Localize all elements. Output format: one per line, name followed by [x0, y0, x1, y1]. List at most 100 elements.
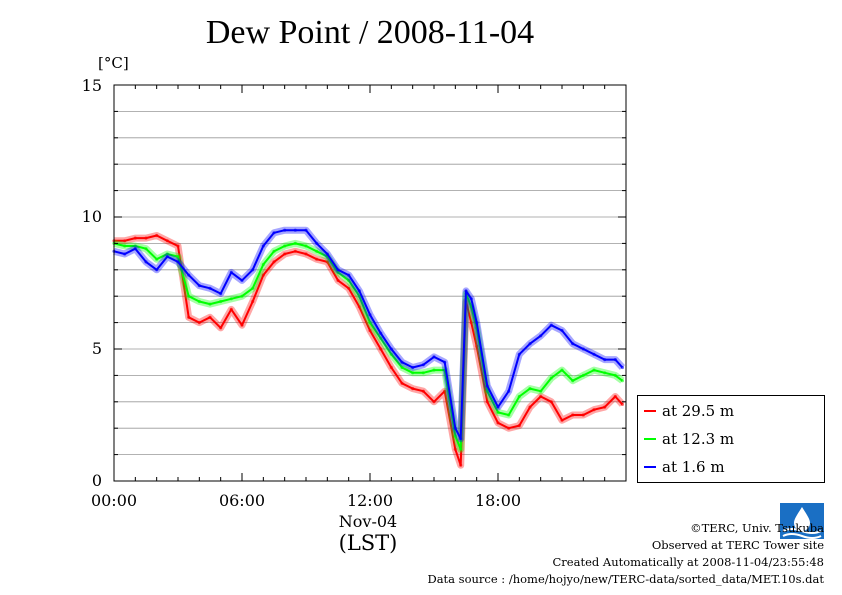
- data-point: [453, 434, 457, 438]
- data-point: [315, 249, 319, 253]
- data-point: [432, 368, 436, 372]
- data-point: [229, 270, 233, 274]
- data-point: [283, 244, 287, 248]
- data-point: [453, 426, 457, 430]
- x-date-label: Nov-04: [338, 512, 398, 531]
- data-point: [133, 244, 137, 248]
- data-point: [549, 323, 553, 327]
- data-point: [197, 321, 201, 325]
- data-point: [240, 294, 244, 298]
- data-point: [620, 402, 625, 406]
- data-point: [123, 244, 127, 248]
- legend-item: at 1.6 m: [644, 457, 725, 477]
- data-point: [208, 302, 212, 306]
- data-point: [261, 244, 265, 248]
- data-point: [336, 268, 340, 272]
- data-point: [528, 342, 532, 346]
- data-point: [475, 344, 479, 348]
- data-point: [293, 228, 297, 232]
- data-point: [144, 260, 148, 264]
- data-point: [251, 268, 255, 272]
- data-point: [571, 342, 575, 346]
- data-point: [123, 252, 127, 256]
- data-point: [517, 352, 521, 356]
- legend-swatch-red: [644, 410, 656, 412]
- data-point: [421, 389, 425, 393]
- data-point: [459, 437, 463, 441]
- data-point: [507, 413, 511, 417]
- data-point: [229, 297, 233, 301]
- legend-label: at 12.3 m: [662, 430, 735, 448]
- data-point: [517, 394, 521, 399]
- data-point: [613, 394, 617, 399]
- data-point: [400, 365, 404, 370]
- data-point: [208, 286, 212, 290]
- x-tick-label: 00:00: [90, 491, 138, 510]
- data-point: [187, 315, 191, 319]
- data-point: [389, 352, 393, 356]
- data-point: [459, 463, 463, 467]
- series-band-2: [113, 226, 626, 443]
- data-point: [197, 284, 201, 288]
- x-tick-label: 18:00: [474, 491, 522, 510]
- legend-label: at 1.6 m: [662, 458, 725, 476]
- data-point: [368, 321, 372, 325]
- data-point: [443, 389, 447, 393]
- site-text: Observed at TERC Tower site: [651, 538, 824, 552]
- data-point: [347, 286, 351, 290]
- copyright-text: ©TERC, Univ. Tsukuba: [690, 521, 824, 535]
- data-point: [261, 273, 265, 277]
- data-point: [283, 252, 287, 256]
- data-point: [620, 365, 625, 370]
- data-point: [155, 268, 159, 272]
- data-point: [581, 373, 585, 377]
- data-point: [229, 307, 233, 311]
- data-point: [469, 297, 473, 301]
- data-point: [144, 247, 148, 251]
- data-point: [459, 447, 463, 451]
- data-point: [293, 241, 297, 245]
- data-point: [560, 418, 564, 422]
- data-point: [496, 410, 500, 414]
- data-point: [336, 278, 340, 282]
- data-point: [411, 371, 415, 375]
- data-point: [549, 400, 553, 404]
- terc-logo-icon: [780, 503, 824, 539]
- data-point: [165, 239, 169, 243]
- data-point: [603, 371, 607, 375]
- source-text: Data source : /home/hojyo/new/TERC-data/…: [427, 572, 824, 586]
- legend-item: at 29.5 m: [644, 401, 734, 421]
- data-point: [325, 252, 329, 256]
- legend-item: at 12.3 m: [644, 429, 734, 449]
- data-point: [133, 247, 137, 251]
- data-point: [357, 289, 361, 293]
- data-point: [421, 371, 425, 375]
- data-point: [539, 334, 543, 338]
- data-point: [400, 360, 404, 364]
- data-point: [613, 358, 617, 362]
- data-point: [368, 313, 372, 317]
- data-point: [283, 228, 287, 232]
- data-point: [272, 249, 276, 253]
- created-text: Created Automatically at 2008-11-04/23:5…: [552, 555, 825, 569]
- legend-swatch-green: [644, 438, 656, 440]
- data-point: [357, 305, 361, 309]
- axis-ticks: [113, 84, 627, 482]
- data-point: [272, 260, 276, 264]
- data-point: [592, 352, 596, 356]
- data-point: [304, 228, 308, 232]
- data-point: [528, 405, 532, 409]
- data-point: [379, 336, 383, 340]
- data-point: [336, 270, 340, 274]
- x-axis-label: (LST): [338, 531, 398, 555]
- data-point: [251, 299, 255, 304]
- data-point: [485, 400, 489, 404]
- data-point: [517, 424, 521, 428]
- data-point: [592, 368, 596, 372]
- data-point: [357, 294, 361, 298]
- data-point: [347, 273, 351, 277]
- data-point: [581, 347, 585, 351]
- data-point: [485, 384, 489, 388]
- plot-frame: [113, 84, 627, 482]
- data-point: [469, 321, 473, 325]
